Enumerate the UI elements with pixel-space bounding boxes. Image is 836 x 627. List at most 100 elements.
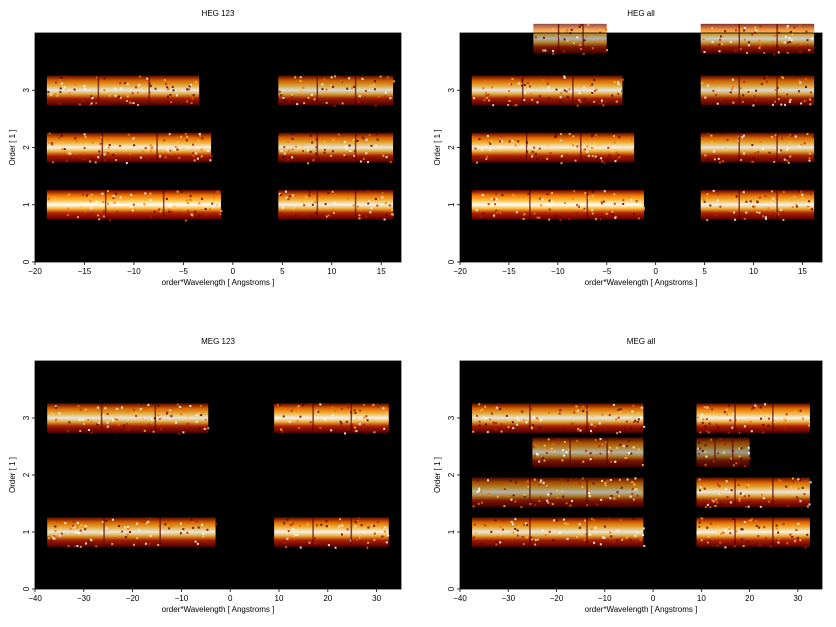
noise-pixel	[49, 540, 52, 543]
noise-pixel	[800, 43, 803, 46]
noise-pixel	[283, 98, 286, 101]
noise-pixel	[774, 217, 777, 220]
noise-pixel	[323, 148, 326, 151]
noise-pixel	[603, 162, 606, 165]
noise-pixel	[608, 211, 611, 214]
noise-pixel	[590, 517, 593, 520]
noise-pixel	[83, 146, 86, 149]
noise-pixel	[532, 445, 535, 448]
noise-pixel	[505, 414, 508, 417]
noise-pixel	[566, 537, 569, 540]
noise-pixel	[334, 546, 337, 549]
noise-pixel	[522, 543, 525, 546]
noise-pixel	[743, 425, 746, 428]
noise-pixel	[341, 102, 344, 105]
noise-pixel	[145, 522, 148, 525]
noise-pixel	[303, 204, 306, 207]
x-tick-label: −5	[602, 267, 612, 276]
noise-pixel	[586, 145, 589, 148]
noise-pixel	[723, 411, 726, 414]
noise-pixel	[495, 211, 498, 214]
noise-pixel	[76, 545, 79, 548]
noise-pixel	[367, 541, 370, 544]
noise-pixel	[67, 206, 70, 209]
noise-pixel	[508, 140, 511, 143]
noise-pixel	[292, 207, 295, 210]
noise-pixel	[523, 98, 526, 101]
noise-pixel	[195, 414, 198, 417]
noise-pixel	[311, 413, 314, 416]
noise-pixel	[475, 209, 478, 212]
noise-pixel	[588, 495, 591, 498]
noise-pixel	[560, 478, 563, 481]
noise-pixel	[750, 104, 753, 107]
noise-pixel	[105, 145, 108, 148]
noise-pixel	[585, 35, 588, 38]
noise-pixel	[117, 423, 120, 426]
noise-pixel	[546, 157, 549, 160]
noise-pixel	[281, 407, 284, 410]
noise-pixel	[789, 141, 792, 144]
noise-pixel	[786, 542, 789, 545]
noise-pixel	[789, 533, 792, 536]
noise-pixel	[715, 94, 718, 97]
noise-pixel	[616, 529, 619, 532]
noise-pixel	[764, 216, 767, 219]
noise-pixel	[531, 538, 534, 541]
noise-pixel	[808, 503, 811, 506]
noise-pixel	[576, 409, 579, 412]
noise-pixel	[604, 39, 607, 42]
noise-pixel	[747, 41, 750, 44]
noise-pixel	[206, 528, 209, 531]
spectral-band	[278, 132, 394, 163]
noise-pixel	[79, 545, 82, 548]
noise-pixel	[521, 535, 524, 538]
noise-pixel	[500, 135, 503, 138]
noise-pixel	[559, 96, 562, 99]
noise-pixel	[358, 217, 361, 220]
noise-pixel	[73, 429, 76, 432]
noise-pixel	[158, 208, 161, 211]
noise-pixel	[358, 214, 361, 217]
noise-pixel	[604, 484, 607, 487]
noise-pixel	[603, 536, 606, 539]
noise-pixel	[801, 196, 804, 199]
noise-pixel	[555, 133, 558, 136]
noise-pixel	[606, 479, 609, 482]
noise-pixel	[128, 211, 131, 214]
noise-pixel	[765, 76, 768, 79]
noise-pixel	[282, 97, 285, 100]
noise-pixel	[516, 534, 519, 537]
noise-pixel	[591, 209, 594, 212]
noise-pixel	[139, 408, 142, 411]
noise-pixel	[708, 194, 711, 197]
noise-pixel	[283, 522, 286, 525]
noise-pixel	[98, 218, 101, 221]
noise-pixel	[48, 141, 51, 144]
noise-pixel	[143, 88, 146, 91]
noise-pixel	[325, 215, 328, 218]
noise-pixel	[87, 540, 90, 543]
spectral-band	[696, 517, 810, 547]
noise-pixel	[125, 536, 128, 539]
y-tick-label: 2	[22, 145, 31, 150]
noise-pixel	[97, 156, 100, 159]
noise-pixel	[806, 218, 809, 221]
noise-pixel	[700, 484, 703, 487]
noise-pixel	[542, 49, 545, 52]
noise-pixel	[767, 417, 770, 420]
noise-pixel	[806, 533, 809, 536]
noise-pixel	[726, 495, 729, 498]
noise-pixel	[518, 526, 521, 529]
noise-pixel	[377, 95, 380, 98]
noise-pixel	[209, 159, 212, 162]
noise-pixel	[67, 152, 70, 155]
noise-pixel	[69, 152, 72, 155]
noise-pixel	[352, 85, 355, 88]
noise-pixel	[601, 160, 604, 163]
noise-pixel	[780, 208, 783, 211]
noise-pixel	[333, 217, 336, 220]
noise-pixel	[184, 133, 187, 136]
noise-pixel	[202, 532, 205, 535]
noise-pixel	[615, 418, 618, 421]
